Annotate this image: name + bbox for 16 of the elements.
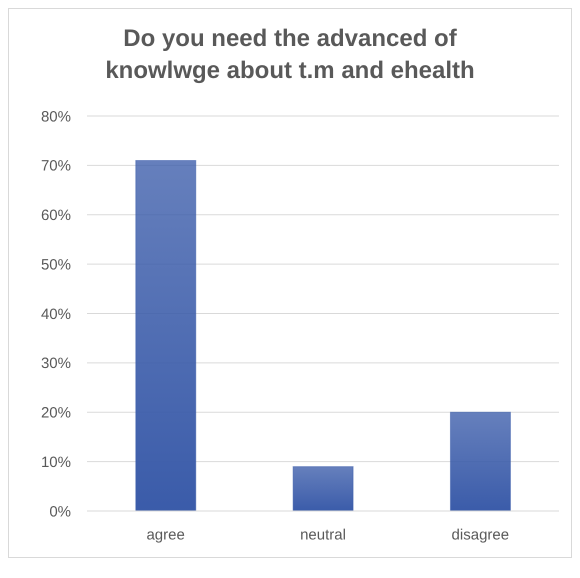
x-tick-label: disagree [452, 526, 510, 544]
y-tick-label: 40% [40, 306, 71, 323]
bar [135, 160, 196, 511]
x-tick-label: agree [146, 526, 185, 544]
y-tick-label: 0% [49, 503, 71, 520]
chart-title: Do you need the advanced of knowlwge about t.m and ehealth [104, 24, 476, 86]
y-tick-label: 60% [40, 207, 71, 224]
y-tick-label: 70% [40, 158, 71, 175]
y-tick-label: 20% [40, 404, 71, 422]
y-tick-label: 10% [40, 454, 71, 471]
bar [450, 412, 511, 511]
x-tick-label: neutral [300, 526, 346, 544]
y-tick-label: 80% [40, 108, 71, 126]
y-tick-label: 50% [40, 256, 71, 274]
y-tick-label: 30% [40, 355, 71, 372]
bar [292, 466, 354, 511]
